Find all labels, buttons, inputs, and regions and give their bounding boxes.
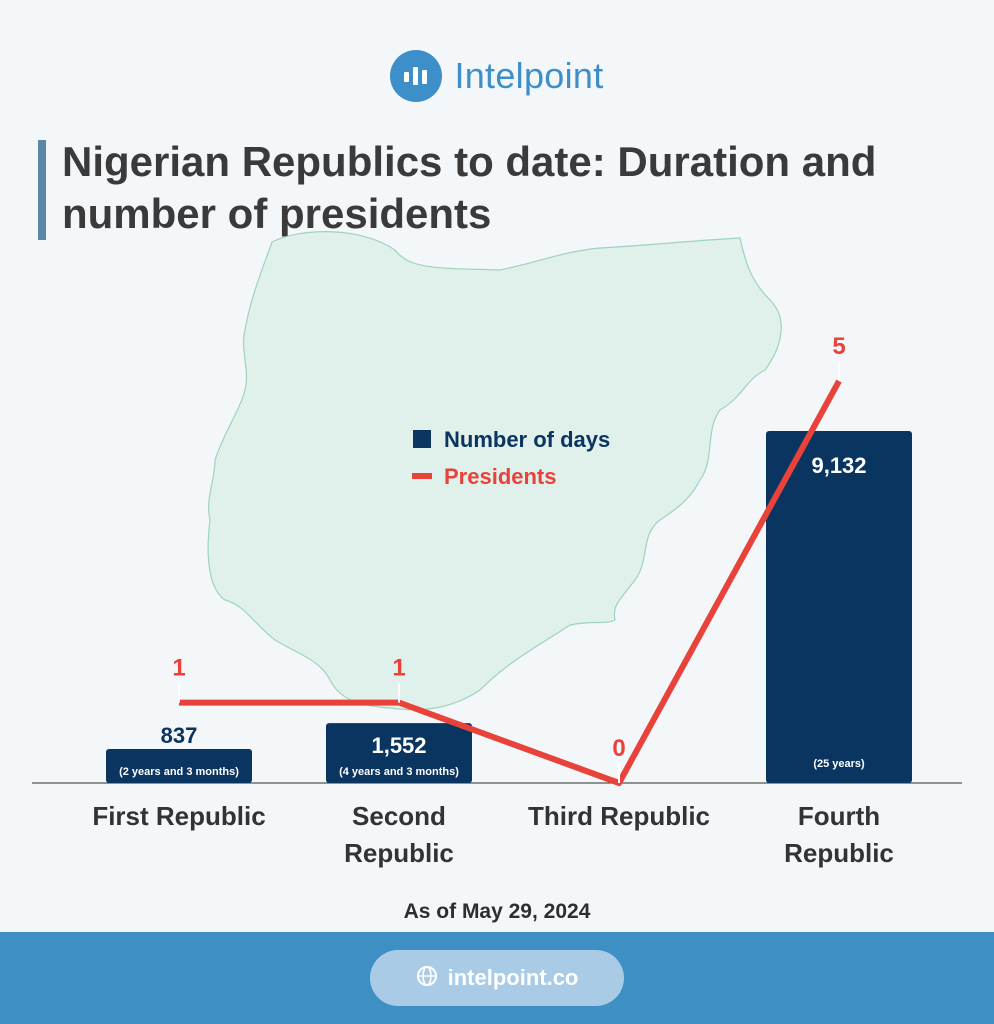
brand-name: Intelpoint xyxy=(454,55,604,96)
legend-swatch-presidents xyxy=(412,473,432,479)
bar-days-1 xyxy=(106,749,252,783)
presidents-value-label: 0 xyxy=(612,735,625,762)
website-url: intelpoint.co xyxy=(447,965,579,990)
bar-duration-label: (2 years and 3 months) xyxy=(119,766,239,778)
category-label: Republic xyxy=(344,838,454,868)
presidents-value-label: 1 xyxy=(392,655,405,682)
presidents-value-label: 1 xyxy=(172,655,185,682)
bar-value-label: 1,552 xyxy=(371,733,426,758)
website-link[interactable]: intelpoint.co xyxy=(370,950,624,1006)
legend-swatch-days xyxy=(413,430,431,448)
bar-days-4 xyxy=(766,431,912,783)
category-label: Republic xyxy=(784,838,894,868)
legend-label-days: Number of days xyxy=(444,427,610,452)
globe-icon xyxy=(416,965,438,992)
legend-label-presidents: Presidents xyxy=(444,464,557,489)
bar-duration-label: (4 years and 3 months) xyxy=(339,766,459,778)
bar-chart-icon xyxy=(390,50,443,102)
title-accent-bar xyxy=(38,140,46,240)
category-label: Second xyxy=(352,801,446,831)
bar-value-label: 9,132 xyxy=(811,453,866,478)
bar-value-label: 837 xyxy=(161,723,198,748)
chart-title: Nigerian Republics to date: Duration and… xyxy=(62,138,877,237)
category-label: Fourth xyxy=(798,801,880,831)
as-of-date: As of May 29, 2024 xyxy=(403,900,591,923)
bars-layer: 837 (2 years and 3 months) 1,552 (4 years a… xyxy=(106,431,912,783)
presidents-line-layer: 1 1 0 5 xyxy=(172,333,846,786)
category-labels: First Republic Second Republic Third Republ… xyxy=(92,801,894,868)
category-label: First Republic xyxy=(92,801,265,831)
bar-duration-label: (25 years) xyxy=(813,758,865,770)
footer-band: intelpoint.co xyxy=(0,932,994,1024)
nigeria-map-icon xyxy=(207,231,782,711)
chart-area: 837 (2 years and 3 months) 1,552 (4 years a… xyxy=(32,231,962,868)
category-label: Third Republic xyxy=(528,801,710,831)
legend: Number of days Presidents xyxy=(412,427,610,489)
bar-days-2 xyxy=(326,723,472,783)
presidents-value-label: 5 xyxy=(832,333,845,360)
presidents-line xyxy=(179,379,842,786)
brand-logo: Intelpoint xyxy=(0,50,994,102)
